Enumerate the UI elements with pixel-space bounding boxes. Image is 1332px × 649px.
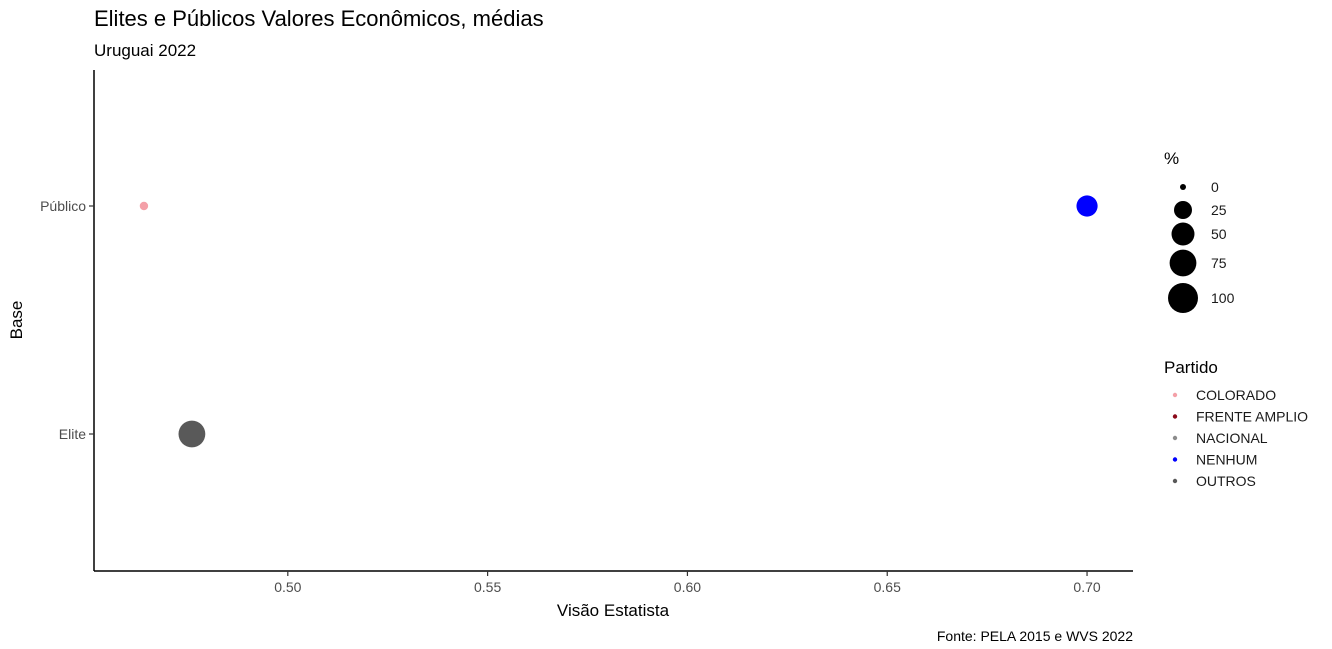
size-legend-title: % [1164,149,1179,168]
color-legend-key [1172,392,1178,398]
color-legend-label: FRENTE AMPLIO [1196,409,1308,425]
color-legend-key [1172,478,1178,484]
size-legend-key [1169,249,1197,277]
color-legend-label: COLORADO [1196,387,1276,403]
y-tick-label: Público [40,198,86,214]
color-legend-title: Partido [1164,358,1218,377]
x-tick-label: 0.65 [874,579,901,595]
size-legend: % 0 25 50 75 100 [1164,149,1235,313]
chart-title: Elites e Públicos Valores Econômicos, mé… [94,6,544,31]
y-axis-title: Base [7,301,26,340]
color-legend-key [1172,457,1178,462]
color-legend: Partido COLORADO FRENTE AMPLIO NACIONAL NEN… [1164,358,1308,489]
x-tick-label: 0.55 [474,579,501,595]
color-legend-label: OUTROS [1196,473,1256,489]
color-legend-key [1172,435,1178,441]
x-tick-label: 0.50 [274,579,301,595]
chart-caption: Fonte: PELA 2015 e WVS 2022 [937,628,1133,644]
x-tick-label: 0.60 [674,579,701,595]
size-legend-key [1168,283,1198,313]
size-legend-label: 75 [1211,255,1227,271]
color-legend-label: NACIONAL [1196,430,1268,446]
size-legend-key [1171,222,1195,246]
x-axis-title: Visão Estatista [557,601,670,620]
plot-area: 0.50 0.55 0.60 0.65 0.70 Elite Público [40,70,1133,595]
y-axis-ticks: Elite Público [40,198,94,442]
size-legend-label: 25 [1211,202,1227,218]
data-point-outros [178,420,206,448]
color-legend-label: NENHUM [1196,452,1257,468]
y-tick-label: Elite [59,426,86,442]
size-legend-label: 100 [1211,290,1235,306]
size-legend-key [1180,184,1186,190]
data-points [139,195,1098,448]
data-point-colorado [139,201,149,211]
x-axis-ticks: 0.50 0.55 0.60 0.65 0.70 [274,571,1101,595]
color-legend-key [1172,414,1178,419]
chart-subtitle: Uruguai 2022 [94,41,196,60]
size-legend-label: 0 [1211,179,1219,195]
size-legend-key [1174,201,1192,219]
size-legend-label: 50 [1211,226,1227,242]
x-tick-label: 0.70 [1073,579,1100,595]
data-point-nenhum [1076,195,1098,217]
